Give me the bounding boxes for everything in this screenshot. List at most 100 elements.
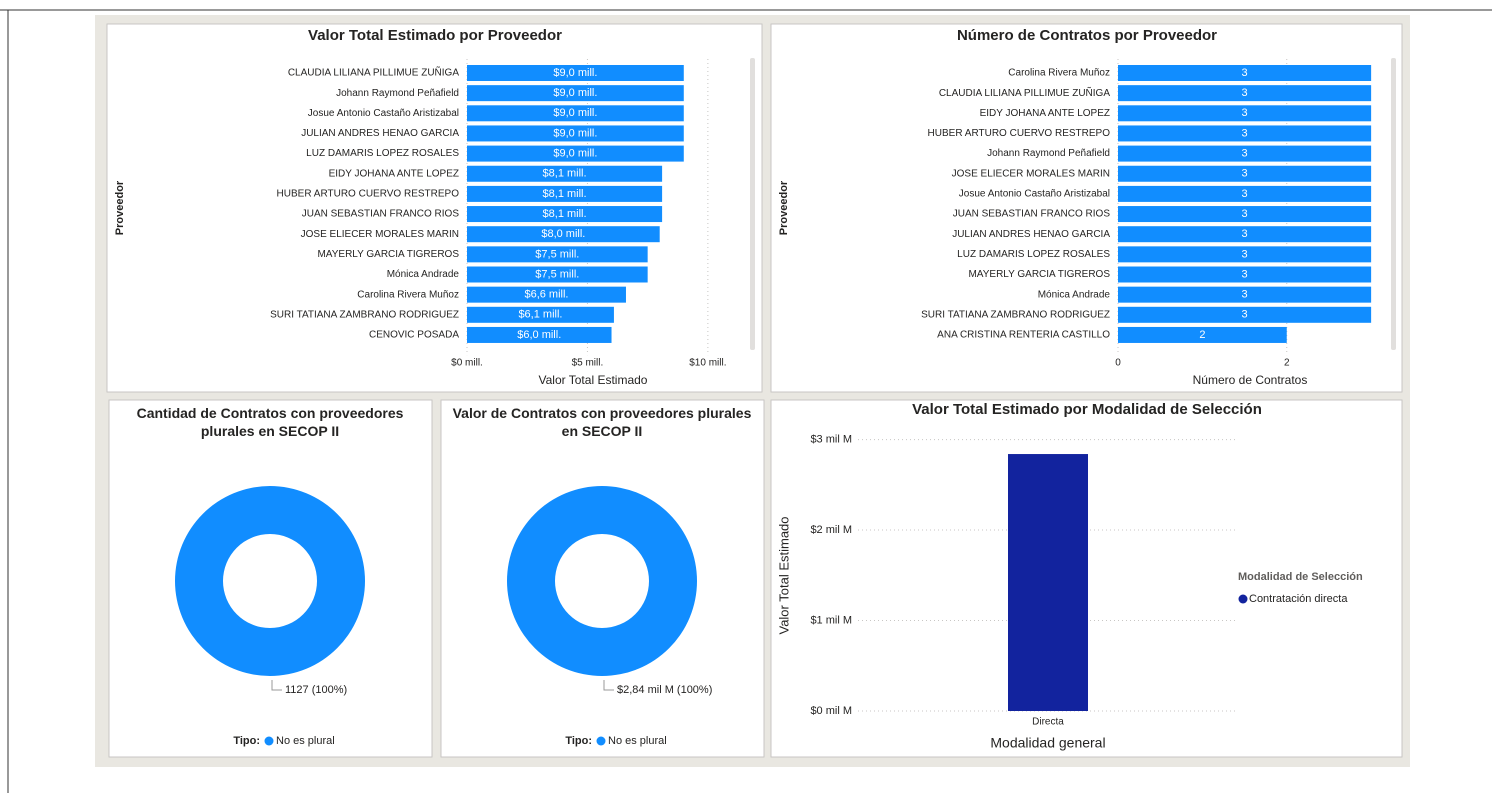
bar — [467, 226, 660, 243]
data-label: 3 — [1242, 228, 1248, 240]
bar — [1118, 85, 1372, 102]
bar — [1118, 306, 1372, 323]
chart-title: Cantidad de Contratos con proveedores pl… — [136, 405, 404, 439]
x-tick-label: $10 mill. — [689, 358, 726, 369]
legend-label: No es plural — [276, 735, 335, 747]
data-label: 3 — [1242, 67, 1248, 79]
bar — [467, 85, 684, 102]
y-tick-label: HUBER ARTURO CUERVO RESTREPO — [277, 189, 460, 200]
data-label: 3 — [1242, 107, 1248, 119]
y-tick-label: $1 mil M — [810, 614, 852, 626]
chart-title: Valor Total Estimado por Proveedor — [308, 27, 562, 44]
x-axis-title: Número de Contratos — [1193, 373, 1308, 387]
y-tick-label: Josue Antonio Castaño Aristizabal — [308, 108, 459, 119]
bar — [467, 246, 648, 263]
legend-title: Modalidad de Selección — [1238, 571, 1363, 583]
y-tick-label: $3 mil M — [810, 433, 852, 445]
bar — [1118, 145, 1372, 162]
scrollbar[interactable] — [1391, 58, 1396, 350]
data-label: 3 — [1242, 168, 1248, 180]
y-tick-label: JULIAN ANDRES HENAO GARCIA — [952, 229, 1110, 240]
data-label: $6,1 mill. — [518, 309, 562, 321]
x-tick-label: $5 mill. — [572, 358, 604, 369]
bar — [467, 306, 614, 323]
data-label: $7,5 mill. — [535, 268, 579, 280]
x-tick-label: 2 — [1284, 358, 1290, 369]
y-tick-label: JUAN SEBASTIAN FRANCO RIOS — [953, 209, 1111, 220]
bar — [1118, 185, 1372, 202]
chart-title: Valor de Contratos con proveedores plura… — [452, 405, 752, 439]
y-tick-label: HUBER ARTURO CUERVO RESTREPO — [928, 128, 1111, 139]
y-tick-label: JULIAN ANDRES HENAO GARCIA — [301, 128, 459, 139]
y-tick-label: CENOVIC POSADA — [369, 330, 459, 341]
bar — [1118, 246, 1372, 263]
y-tick-label: JUAN SEBASTIAN FRANCO RIOS — [302, 209, 460, 220]
bar — [1008, 454, 1088, 711]
data-label: 3 — [1242, 208, 1248, 220]
data-label: $7,5 mill. — [535, 248, 579, 260]
data-label: 2 — [1199, 329, 1205, 341]
x-tick-label: $0 mill. — [451, 358, 483, 369]
bar — [1118, 286, 1372, 303]
bar — [467, 185, 663, 202]
bar — [1118, 105, 1372, 122]
y-tick-label: EIDY JOHANA ANTE LOPEZ — [329, 168, 459, 179]
bar — [1118, 165, 1372, 182]
data-label: $8,1 mill. — [543, 168, 587, 180]
y-tick-label: Carolina Rivera Muñoz — [1008, 68, 1110, 79]
data-label: 3 — [1242, 188, 1248, 200]
x-axis-title: Valor Total Estimado — [539, 373, 648, 387]
data-label: $9,0 mill. — [553, 148, 597, 160]
y-tick-label: Mónica Andrade — [387, 269, 460, 280]
y-tick-label: LUZ DAMARIS LOPEZ ROSALES — [306, 148, 459, 159]
bar — [1118, 266, 1372, 283]
bar — [467, 165, 663, 182]
chart-title: Valor Total Estimado por Modalidad de Se… — [912, 401, 1262, 418]
bar — [467, 145, 684, 162]
y-tick-label: $0 mil M — [810, 705, 852, 717]
chart-title: Número de Contratos por Proveedor — [957, 27, 1217, 44]
data-label: 1127 (100%) — [285, 684, 347, 696]
bar — [1118, 326, 1287, 343]
legend-marker — [1238, 594, 1248, 604]
label-connector — [271, 680, 282, 691]
data-label: 3 — [1242, 289, 1248, 301]
y-tick-label: Johann Raymond Peñafield — [336, 88, 459, 99]
y-tick-label: CLAUDIA LILIANA PILLIMUE ZUÑIGA — [939, 86, 1110, 99]
y-tick-label: SURI TATIANA ZAMBRANO RODRIGUEZ — [270, 309, 459, 320]
scrollbar[interactable] — [750, 58, 755, 350]
legend-title: Tipo: — [565, 735, 592, 747]
legend-label: No es plural — [608, 735, 667, 747]
bar — [467, 125, 684, 142]
data-label: 3 — [1242, 309, 1248, 321]
y-tick-label: Josue Antonio Castaño Aristizabal — [959, 189, 1110, 200]
data-label: $6,6 mill. — [524, 289, 568, 301]
y-tick-label: JOSE ELIECER MORALES MARIN — [301, 229, 459, 240]
bar — [1118, 226, 1372, 243]
panel — [440, 399, 765, 758]
x-tick-label: Directa — [1032, 717, 1064, 728]
bar — [467, 326, 612, 343]
y-axis-title: Proveedor — [114, 180, 126, 235]
data-label: $8,1 mill. — [543, 208, 587, 220]
bar — [467, 65, 684, 81]
label-connector — [603, 680, 614, 691]
data-label: 3 — [1242, 268, 1248, 280]
legend-label: Contratación directa — [1249, 593, 1348, 605]
data-label: 3 — [1242, 148, 1248, 160]
legend-marker — [264, 736, 274, 746]
panel — [108, 399, 433, 758]
bar — [467, 286, 626, 303]
y-tick-label: ANA CRISTINA RENTERIA CASTILLO — [937, 330, 1110, 341]
bar — [467, 206, 663, 223]
bar — [467, 266, 648, 283]
y-tick-label: LUZ DAMARIS LOPEZ ROSALES — [957, 249, 1110, 260]
y-tick-label: $2 mil M — [810, 524, 852, 536]
donut-slice — [507, 486, 697, 676]
bar — [1118, 125, 1372, 142]
y-tick-label: Carolina Rivera Muñoz — [357, 289, 459, 300]
x-tick-label: 0 — [1115, 358, 1121, 369]
data-label: $6,0 mill. — [517, 329, 561, 341]
